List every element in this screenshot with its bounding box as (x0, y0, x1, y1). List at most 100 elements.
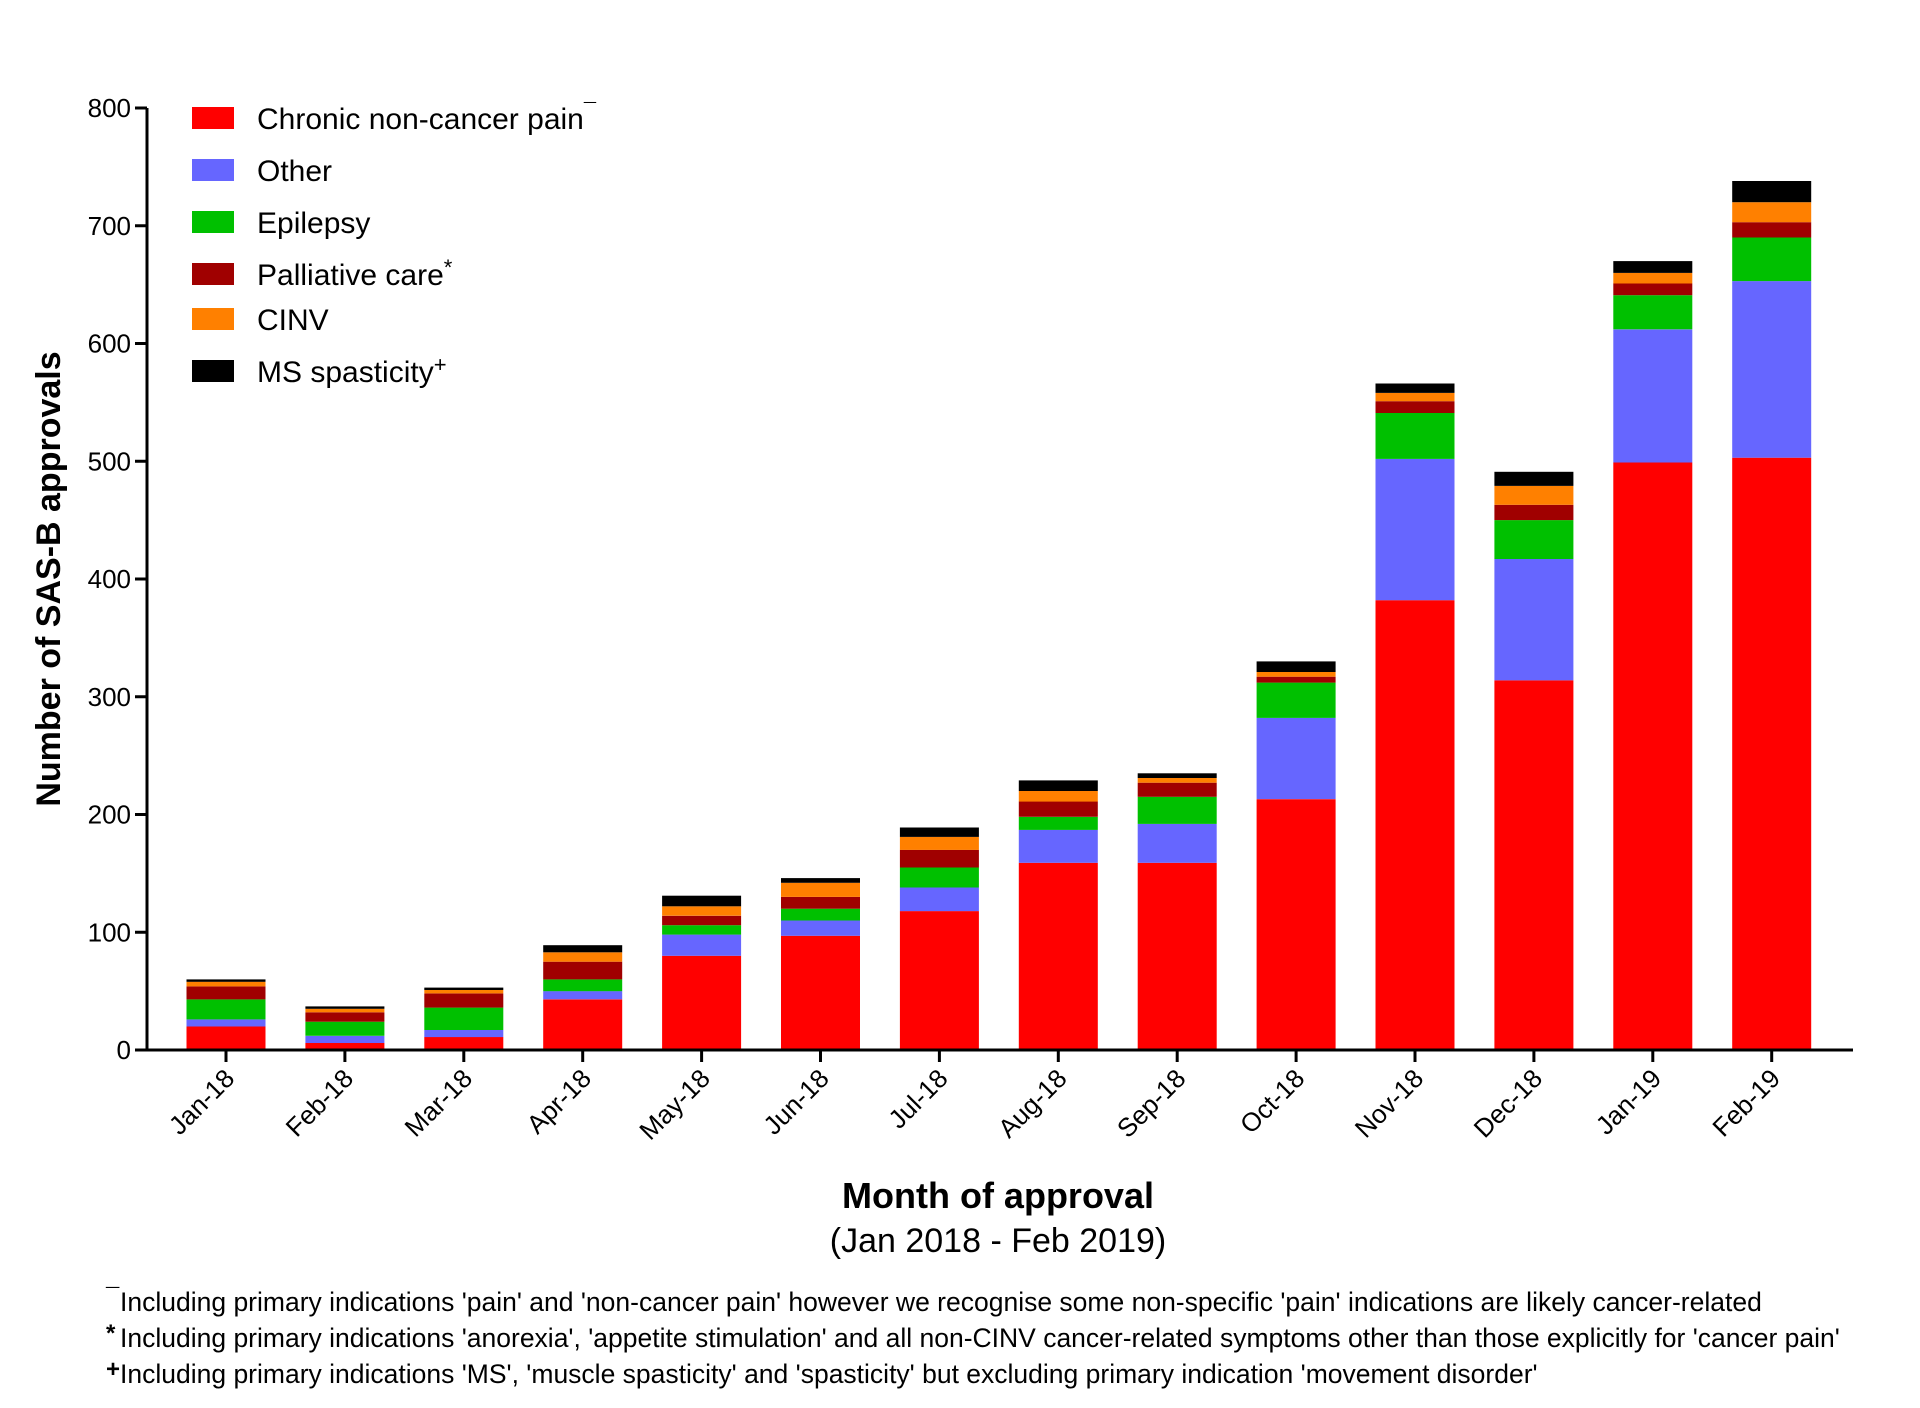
bar-segment-ms-spasticity (424, 987, 504, 990)
bar-segment-epilepsy (1732, 237, 1812, 282)
bar-segment-chronic-non-cancer-pain (781, 935, 860, 1050)
legend-label: CINV (257, 304, 329, 337)
bar-segment-cinv (1732, 202, 1812, 223)
bar-segment-palliative-care (305, 1012, 385, 1022)
bar-segment-other (781, 920, 860, 936)
bar-segment-chronic-non-cancer-pain (186, 1026, 266, 1050)
legend-marker: + (434, 352, 447, 377)
bar-segment-cinv (1018, 791, 1098, 802)
y-tick-label: 500 (88, 446, 131, 476)
bar-segment-epilepsy (424, 1007, 504, 1030)
bar-segment-chronic-non-cancer-pain (899, 911, 979, 1050)
bar-segment-ms-spasticity (543, 945, 623, 953)
bars-group (186, 181, 1812, 1050)
bar-segment-epilepsy (1256, 682, 1336, 718)
bar-segment-ms-spasticity (1613, 261, 1693, 273)
bar-segment-epilepsy (1137, 796, 1217, 824)
bar-segment-palliative-care (1613, 283, 1693, 296)
bar-segment-epilepsy (662, 925, 742, 935)
footnote-palliative: * Including primary indications 'anorexia… (106, 1318, 1906, 1354)
legend-swatch (192, 263, 234, 285)
x-tick-label: Feb-18 (280, 1063, 359, 1142)
y-tick-label: 400 (88, 564, 131, 594)
legend-label: Chronic non-cancer pain¯ (257, 99, 597, 136)
bar-segment-epilepsy (1613, 295, 1693, 330)
footnote-ms: +Including primary indications 'MS', 'mu… (106, 1354, 1906, 1390)
legend-label: Palliative care* (257, 255, 453, 292)
bar-segment-other (1732, 281, 1812, 458)
bar-segment-chronic-non-cancer-pain (1375, 600, 1455, 1050)
y-tick-label: 600 (88, 329, 131, 359)
bar-segment-epilepsy (543, 979, 623, 992)
legend-swatch (192, 159, 234, 181)
legend-marker: * (444, 255, 453, 280)
bar-segment-other (424, 1030, 504, 1038)
bar-segment-palliative-care (543, 961, 623, 980)
bar-segment-epilepsy (899, 867, 979, 888)
bar-segment-chronic-non-cancer-pain (1018, 862, 1098, 1050)
footnote-text: Including primary indications 'pain' and… (120, 1287, 1762, 1317)
bar-segment-epilepsy (1375, 413, 1455, 459)
legend-marker: ¯ (583, 99, 597, 124)
x-tick-label: Aug-18 (992, 1063, 1072, 1143)
bar-segment-other (899, 887, 979, 912)
y-axis-label: Number of SAS-B approvals (30, 351, 68, 806)
bar-segment-palliative-care (1137, 782, 1217, 797)
bar-segment-ms-spasticity (781, 878, 860, 883)
legend-swatch (192, 211, 234, 233)
legend: Chronic non-cancer pain¯ Other Epilepsy Pal… (192, 99, 597, 389)
bar-segment-cinv (1494, 486, 1574, 505)
bar-segment-chronic-non-cancer-pain (1494, 680, 1574, 1050)
bar-segment-ms-spasticity (186, 979, 266, 982)
footnote-pain: ¯Including primary indications 'pain' an… (106, 1282, 1906, 1318)
bar-segment-other (1494, 559, 1574, 681)
bar-segment-epilepsy (1494, 520, 1574, 559)
bar-segment-epilepsy (1018, 816, 1098, 830)
bar-segment-epilepsy (305, 1021, 385, 1036)
bar-segment-palliative-care (899, 849, 979, 868)
bar-segment-ms-spasticity (305, 1006, 385, 1009)
bar-segment-cinv (1375, 393, 1455, 402)
x-tick-label: Jun-18 (757, 1063, 834, 1140)
bar-segment-other (186, 1019, 266, 1027)
bar-segment-other (1256, 717, 1336, 800)
x-axis-label: Month of approval (842, 1175, 1154, 1216)
y-tick-label: 700 (88, 211, 131, 241)
legend-swatch (192, 360, 234, 382)
bar-segment-cinv (543, 952, 623, 962)
bar-segment-other (1375, 458, 1455, 601)
bar-segment-cinv (186, 981, 266, 987)
footnote-marker: * (106, 1320, 116, 1347)
bar-segment-ms-spasticity (899, 827, 979, 837)
bar-segment-other (1613, 329, 1693, 463)
bar-segment-palliative-care (1018, 801, 1098, 817)
bar-segment-chronic-non-cancer-pain (305, 1042, 385, 1050)
bar-segment-palliative-care (186, 986, 266, 1000)
footnote-marker: + (106, 1356, 121, 1383)
footnote-marker: ¯ (106, 1284, 120, 1311)
legend-swatch (192, 308, 234, 330)
bar-segment-ms-spasticity (1137, 773, 1217, 778)
bar-segment-cinv (662, 906, 742, 916)
y-tick-label: 300 (88, 682, 131, 712)
bar-segment-palliative-care (1732, 222, 1812, 238)
y-tick-label: 200 (88, 800, 131, 830)
x-axis-sublabel: (Jan 2018 - Feb 2019) (830, 1222, 1166, 1260)
y-tick-label: 800 (88, 93, 131, 123)
x-tick-label: Oct-18 (1234, 1063, 1310, 1139)
x-tick-label: Mar-18 (399, 1063, 478, 1142)
x-tick-label: Feb-19 (1706, 1063, 1785, 1142)
footnote-text: Including primary indications 'MS', 'mus… (120, 1359, 1538, 1389)
bar-segment-palliative-care (1256, 676, 1336, 683)
footnote-text: Including primary indications 'anorexia'… (120, 1323, 1840, 1353)
bar-segment-palliative-care (424, 993, 504, 1008)
bar-segment-chronic-non-cancer-pain (1256, 799, 1336, 1050)
x-tick-label: Nov-18 (1349, 1063, 1429, 1143)
bar-segment-ms-spasticity (1375, 383, 1455, 393)
bar-segment-chronic-non-cancer-pain (1613, 462, 1693, 1050)
bar-segment-ms-spasticity (1018, 780, 1098, 791)
stacked-bar-chart: 0 100 200 300 400 500 600 700 800 Jan-18 Feb-18 Mar… (30, 93, 1853, 1260)
bar-segment-ms-spasticity (662, 895, 742, 907)
bar-segment-palliative-care (1375, 401, 1455, 413)
bar-segment-palliative-care (1494, 504, 1574, 521)
